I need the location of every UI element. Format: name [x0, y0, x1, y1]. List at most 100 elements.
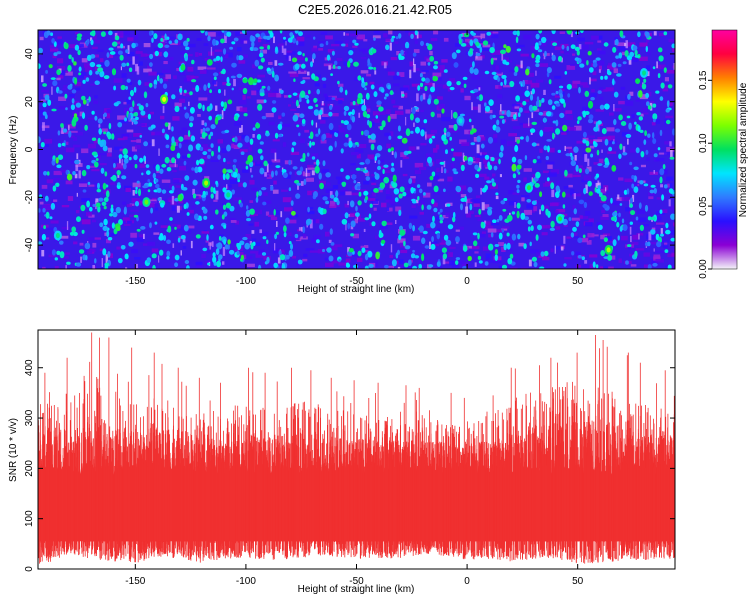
heatmap-speck [534, 183, 540, 188]
heatmap-speck [351, 115, 356, 123]
heatmap-speck [418, 263, 422, 269]
heatmap-speck [166, 36, 170, 40]
heatmap-speck [446, 203, 451, 207]
heatmap-speck [226, 82, 231, 87]
heatmap-cell [231, 143, 239, 149]
heatmap-cell [59, 71, 66, 76]
heatmap-speck [112, 211, 118, 218]
heatmap-speck [133, 214, 139, 218]
heatmap-cell [79, 242, 84, 246]
heatmap-streak [647, 71, 650, 77]
heatmap-cell [646, 65, 651, 71]
heatmap-speck [160, 202, 165, 208]
heatmap-cell [131, 197, 140, 203]
heatmap-streak [80, 256, 82, 263]
heatmap-speck [611, 216, 617, 221]
heatmap-speck [135, 186, 138, 190]
heatmap-speck [118, 219, 123, 226]
snr-bars [38, 332, 675, 564]
heatmap-cell [47, 227, 54, 231]
heatmap-cell [214, 49, 222, 52]
heatmap-cell [99, 163, 107, 166]
heatmap-streak [584, 260, 588, 264]
heatmap-speck [107, 251, 111, 258]
heatmap-cell [89, 249, 96, 252]
heatmap-cell [508, 190, 514, 195]
heatmap-speck [361, 81, 366, 88]
heatmap-speck [299, 166, 304, 172]
heatmap-hotspot-core [458, 118, 463, 124]
heatmap-cell [465, 198, 473, 204]
heatmap-cell [653, 254, 661, 260]
heatmap-streak [76, 192, 78, 197]
heatmap-cell [206, 90, 212, 96]
heatmap-speck [110, 206, 114, 214]
heatmap-cell [338, 83, 344, 87]
heatmap-cell [124, 223, 131, 226]
heatmap-cell [265, 211, 270, 216]
heatmap-streak [328, 239, 332, 243]
heatmap-speck [85, 77, 90, 82]
heatmap-cell [595, 109, 605, 112]
heatmap-speck [319, 109, 323, 116]
heatmap-speck [313, 97, 317, 103]
heatmap-streak [188, 101, 190, 106]
heatmap-speck [424, 85, 428, 92]
heatmap-speck [403, 240, 406, 247]
heatmap-speck [663, 31, 668, 36]
heatmap-cell [235, 220, 239, 225]
heatmap-speck [71, 57, 74, 63]
heatmap-speck [512, 173, 517, 179]
heatmap-speck [375, 115, 379, 119]
heatmap-speck [617, 63, 622, 67]
heatmap-speck [496, 119, 500, 126]
heatmap-speck [375, 251, 380, 260]
heatmap-speck [451, 52, 457, 60]
heatmap-speck [490, 232, 494, 238]
heatmap-speck [124, 253, 129, 260]
heatmap-speck [322, 248, 325, 253]
heatmap-cell [441, 239, 450, 244]
heatmap-speck [56, 69, 61, 76]
heatmap-speck [402, 191, 407, 197]
heatmap-speck [645, 31, 650, 39]
heatmap-speck [564, 71, 568, 75]
heatmap-cell [238, 182, 244, 187]
heatmap-cell [325, 96, 332, 102]
heatmap-streak [125, 267, 128, 269]
heatmap-speck [612, 141, 615, 145]
heatmap-cell [343, 61, 349, 66]
heatmap-cell [122, 136, 128, 140]
heatmap-cell [480, 33, 486, 39]
heatmap-cell [590, 78, 597, 82]
heatmap-speck [329, 104, 333, 110]
heatmap-cell [418, 200, 425, 206]
heatmap-speck [399, 229, 406, 236]
heatmap-speck [430, 86, 435, 93]
heatmap-cell [75, 131, 84, 136]
heatmap-speck [570, 155, 574, 161]
heatmap-cell [125, 187, 131, 192]
heatmap-cell [379, 110, 386, 115]
heatmap-cell [495, 85, 502, 89]
heatmap-speck [653, 153, 658, 158]
heatmap-speck [166, 239, 171, 245]
heatmap-cell [586, 135, 595, 138]
heatmap-cell [502, 226, 510, 229]
heatmap-speck [189, 91, 193, 96]
heatmap-cell [527, 55, 532, 59]
heatmap-speck [261, 187, 267, 191]
heatmap-cell [79, 72, 86, 76]
heatmap-cell [614, 108, 622, 112]
heatmap-cell [344, 132, 351, 135]
heatmap-cell [424, 82, 433, 86]
heatmap-cell [129, 61, 134, 64]
heatmap-speck [431, 198, 435, 205]
heatmap-speck [551, 105, 556, 110]
heatmap-cell [593, 139, 603, 142]
heatmap-cell [384, 132, 391, 137]
heatmap-cell [485, 221, 491, 226]
heatmap-cell [253, 213, 259, 216]
heatmap-speck [217, 154, 221, 160]
heatmap-cell [366, 73, 372, 77]
